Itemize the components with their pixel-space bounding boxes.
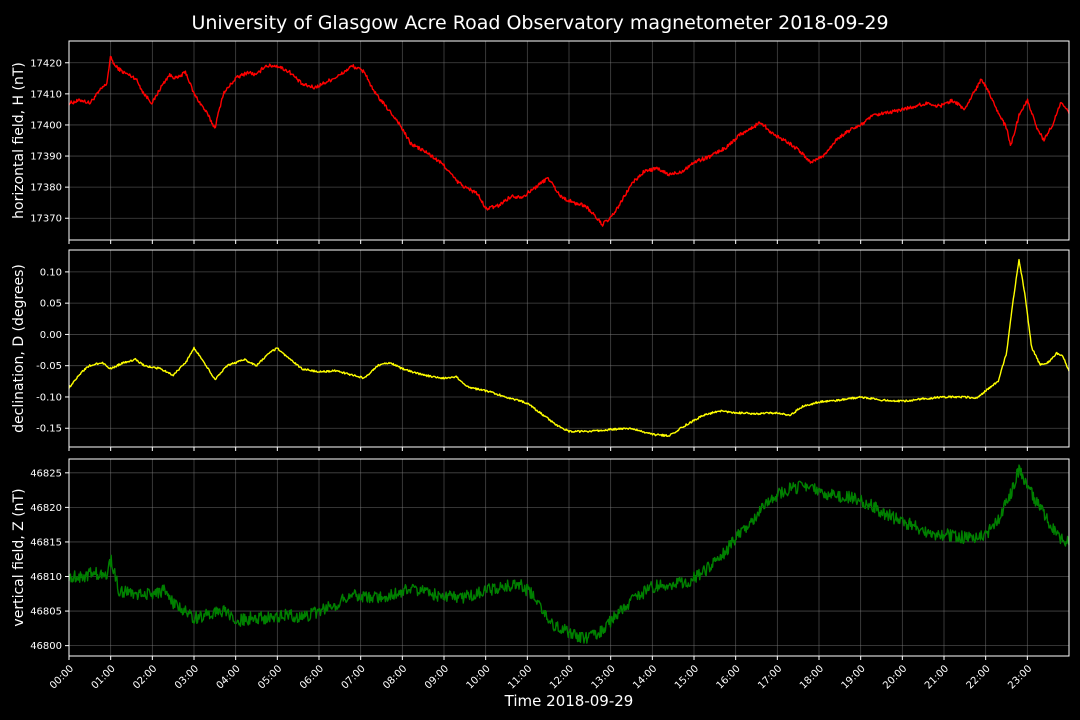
x-tick-label: 14:00 xyxy=(631,663,659,691)
y-axis-label-d: declination, D (degrees) xyxy=(11,264,27,433)
x-tick-label: 17:00 xyxy=(756,663,784,691)
x-tick-label: 02:00 xyxy=(131,663,159,691)
y-tick-label-d: 0.10 xyxy=(40,267,62,278)
x-tick-label: 07:00 xyxy=(340,663,368,691)
x-tick-label: 16:00 xyxy=(715,663,743,691)
y-axis-label-z: vertical field, Z (nT) xyxy=(11,488,27,626)
y-tick-label-h: 17410 xyxy=(30,89,62,100)
x-tick-label: 18:00 xyxy=(798,663,826,691)
y-tick-label-d: 0.05 xyxy=(40,299,62,310)
x-tick-label: 08:00 xyxy=(381,663,409,691)
y-tick-label-z: 46805 xyxy=(30,607,62,618)
y-tick-label-h: 17380 xyxy=(30,183,62,194)
y-tick-label-z: 46825 xyxy=(30,468,62,479)
x-tick-label: 13:00 xyxy=(590,663,618,691)
x-tick-label: 11:00 xyxy=(506,663,534,691)
panel-frame xyxy=(68,249,1070,448)
y-tick-label-d: 0.00 xyxy=(40,330,62,341)
panel-h: 17370 17380 17390 17400 17410 17420horizontal… xyxy=(11,40,1070,244)
y-tick-label-z: 46815 xyxy=(30,537,62,548)
y-tick-label-d: -0.10 xyxy=(36,392,62,403)
y-tick-label-d: -0.05 xyxy=(36,361,62,372)
x-tick-label: 04:00 xyxy=(215,663,243,691)
x-tick-label: 21:00 xyxy=(923,663,951,691)
series-line-h xyxy=(68,55,1070,227)
x-tick-label: 10:00 xyxy=(465,663,493,691)
x-tick-label: 12:00 xyxy=(548,663,576,691)
y-tick-label-z: 46800 xyxy=(30,641,62,652)
panel-frame xyxy=(68,458,1070,657)
panel-frame xyxy=(68,40,1070,241)
y-tick-label-z: 46810 xyxy=(30,572,62,583)
y-tick-label-d: -0.15 xyxy=(36,424,62,435)
x-tick-label: 06:00 xyxy=(298,663,326,691)
x-tick-label: 15:00 xyxy=(673,663,701,691)
x-tick-label: 05:00 xyxy=(256,663,284,691)
x-tick-label: 22:00 xyxy=(965,663,993,691)
chart-title: University of Glasgow Acre Road Observat… xyxy=(191,12,888,34)
panel-d: -0.15 -0.10 -0.05 0.00 0.05 0.10 declination, … xyxy=(11,249,1070,451)
y-axis-label-h: horizontal field, H (nT) xyxy=(11,62,27,219)
y-tick-label-h: 17370 xyxy=(30,214,62,225)
x-axis-label: Time 2018-09-29 xyxy=(504,692,634,710)
x-tick-label: 19:00 xyxy=(840,663,868,691)
x-tick-label: 03:00 xyxy=(173,663,201,691)
y-tick-label-h: 17390 xyxy=(30,152,62,163)
y-tick-label-h: 17400 xyxy=(30,120,62,131)
x-tick-label: 09:00 xyxy=(423,663,451,691)
series-line-d xyxy=(68,258,1070,438)
y-tick-label-h: 17420 xyxy=(30,58,62,69)
x-tick-label: 23:00 xyxy=(1006,663,1034,691)
y-tick-label-z: 46820 xyxy=(30,503,62,514)
x-tick-label: 01:00 xyxy=(90,663,118,691)
x-tick-label: 00:00 xyxy=(48,663,76,691)
x-tick-label: 20:00 xyxy=(881,663,909,691)
series-line-z xyxy=(68,464,1070,644)
